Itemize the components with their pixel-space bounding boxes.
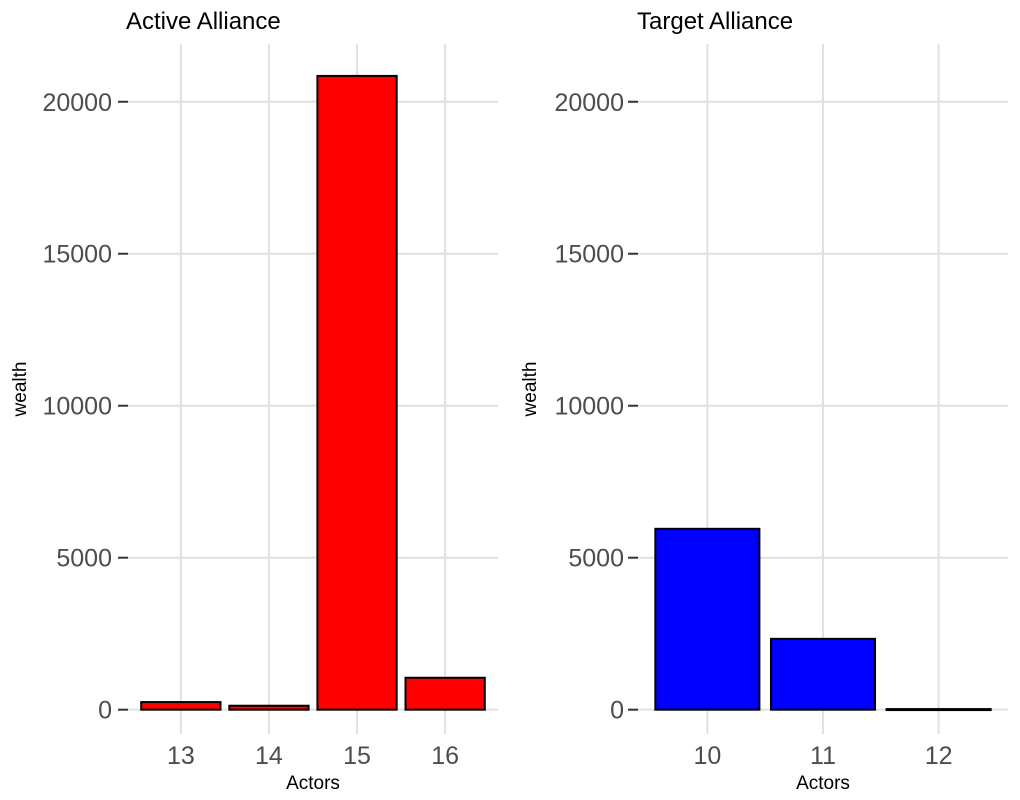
panel-1: 0 5000 10000 15000 20000 13 14 15 16 Active Allia… xyxy=(10,8,498,794)
bar-11 xyxy=(769,637,877,711)
bar-16 xyxy=(404,676,486,711)
x-tick-label: 11 xyxy=(810,742,836,770)
y-tick-label: 0 xyxy=(98,697,112,725)
y-tick-label: 15000 xyxy=(554,241,624,269)
y-tick-label: 10000 xyxy=(554,393,624,421)
chart-title: Active Alliance xyxy=(126,8,281,35)
bar-10 xyxy=(654,527,761,711)
x-tick-label: 13 xyxy=(167,742,195,770)
bar-12 xyxy=(885,708,992,712)
y-tick-label: 15000 xyxy=(42,241,112,269)
bar-13 xyxy=(140,701,222,711)
bar-15 xyxy=(316,74,398,711)
x-tick-label: 16 xyxy=(431,742,459,770)
bar-14 xyxy=(228,704,310,711)
x-tick-label: 15 xyxy=(343,742,371,770)
y-tick-label: 20000 xyxy=(554,89,624,117)
panel-2: 0 5000 10000 15000 20000 10 11 12 Target Allianc… xyxy=(520,8,1008,794)
x-tick-label: 14 xyxy=(255,742,283,770)
x-axis-label: Actors xyxy=(796,773,850,794)
y-tick-label: 10000 xyxy=(42,393,112,421)
y-axis-label: wealth xyxy=(520,362,541,418)
y-tick-label: 0 xyxy=(610,697,624,725)
y-tick-label: 20000 xyxy=(42,89,112,117)
x-axis-label: Actors xyxy=(286,773,340,794)
chart-title: Target Alliance xyxy=(637,8,793,35)
y-tick-label: 5000 xyxy=(568,545,624,573)
y-tick-label: 5000 xyxy=(56,545,112,573)
y-axis-label: wealth xyxy=(10,362,31,418)
x-tick-label: 12 xyxy=(925,742,953,770)
x-tick-label: 10 xyxy=(693,742,721,770)
